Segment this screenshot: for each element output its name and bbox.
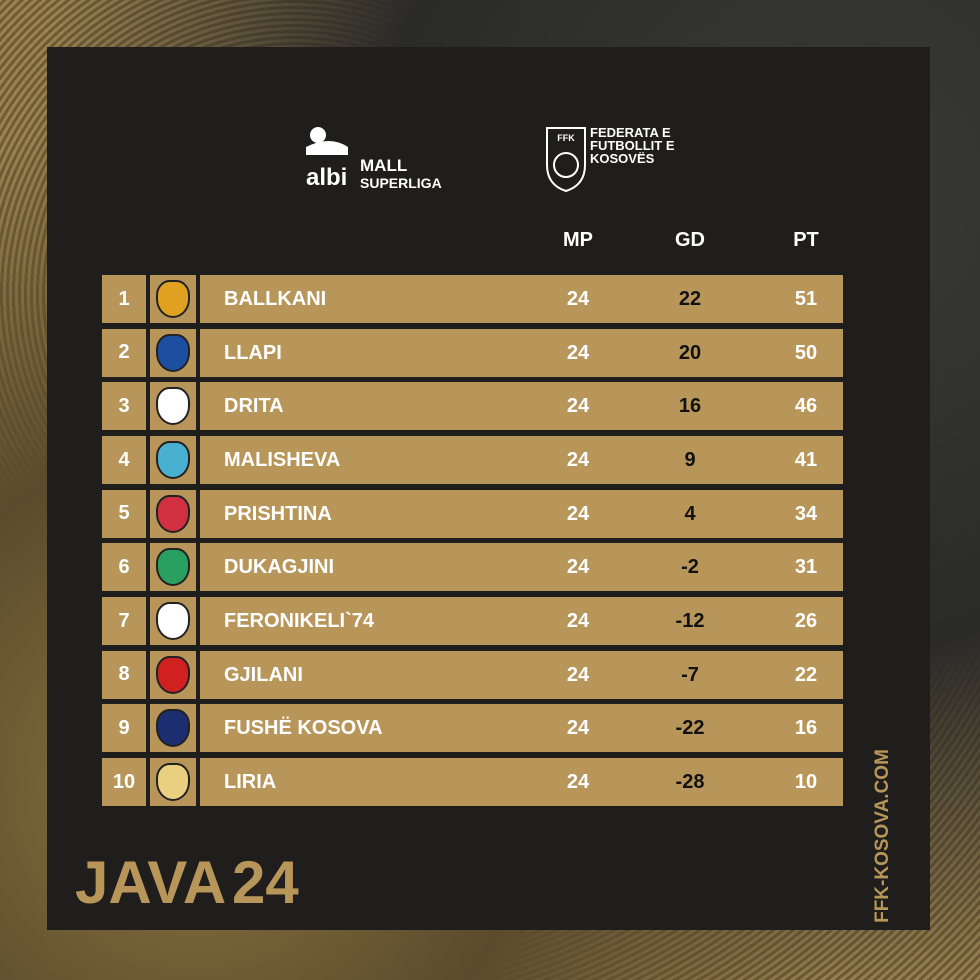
goal-difference: -2 bbox=[681, 556, 699, 579]
team-name: LIRIA bbox=[224, 771, 277, 794]
points: 41 bbox=[794, 449, 818, 471]
team-crest-cell bbox=[150, 436, 196, 484]
team-crest bbox=[156, 548, 190, 587]
row-bar bbox=[200, 275, 843, 323]
points: 22 bbox=[794, 663, 818, 686]
goal-difference: 4 bbox=[684, 502, 696, 525]
matches-played: 24 bbox=[566, 771, 590, 794]
federation-crest: FFK bbox=[546, 127, 586, 193]
team-crest-cell bbox=[150, 597, 196, 646]
team-crest bbox=[156, 602, 190, 641]
goal-difference: -28 bbox=[675, 771, 705, 794]
team-crest-cell bbox=[150, 328, 196, 377]
goal-difference: -22 bbox=[675, 717, 705, 740]
team-name: PRISHTINA bbox=[224, 502, 332, 525]
league-line1: MALL bbox=[360, 156, 408, 175]
team-name: BALLKANI bbox=[224, 288, 327, 310]
rank: 6 bbox=[102, 543, 146, 592]
rank: 2 bbox=[102, 328, 146, 377]
rank: 3 bbox=[102, 382, 146, 431]
row-bar bbox=[200, 328, 843, 377]
rank: 1 bbox=[102, 275, 146, 323]
team-crest-cell bbox=[150, 275, 196, 323]
week-number: 24 bbox=[232, 849, 299, 916]
team-crest-cell bbox=[150, 489, 196, 538]
team-crest-cell bbox=[150, 650, 196, 699]
team-crest bbox=[156, 709, 190, 748]
row-bar bbox=[200, 382, 843, 431]
rank: 9 bbox=[102, 704, 146, 753]
goal-difference: -7 bbox=[681, 663, 699, 686]
team-crest-cell bbox=[150, 704, 196, 753]
points: 51 bbox=[794, 288, 818, 310]
column-header: MP bbox=[563, 229, 593, 251]
website: FFK-KOSOVA.COM bbox=[872, 749, 893, 923]
column-header: PT bbox=[793, 229, 819, 251]
matches-played: 24 bbox=[566, 663, 590, 686]
goal-difference: 9 bbox=[684, 449, 696, 471]
points: 16 bbox=[794, 717, 818, 740]
team-crest bbox=[156, 655, 190, 694]
league-line2: SUPERLIGA bbox=[360, 175, 442, 191]
rank: 5 bbox=[102, 489, 146, 538]
team-name: LLAPI bbox=[224, 341, 282, 364]
federation-abbr: FFK bbox=[557, 133, 575, 143]
row-bar bbox=[200, 489, 843, 538]
matches-played: 24 bbox=[566, 395, 590, 418]
matches-played: 24 bbox=[566, 288, 590, 310]
matches-played: 24 bbox=[566, 502, 590, 525]
row-bar bbox=[200, 436, 843, 484]
team-name: MALISHEVA bbox=[224, 449, 341, 471]
row-bar bbox=[200, 543, 843, 592]
team-name: FUSHË KOSOVA bbox=[224, 717, 383, 740]
matches-played: 24 bbox=[566, 556, 590, 579]
rank: 7 bbox=[102, 597, 146, 646]
points: 26 bbox=[794, 610, 818, 633]
row-bar bbox=[200, 650, 843, 699]
goal-difference: 22 bbox=[678, 288, 702, 310]
matches-played: 24 bbox=[566, 449, 590, 471]
column-header: GD bbox=[675, 229, 705, 251]
team-name: DUKAGJINI bbox=[224, 556, 335, 579]
team-name: GJILANI bbox=[224, 663, 303, 686]
goal-difference: 16 bbox=[678, 395, 702, 418]
league-brand: albi bbox=[306, 164, 347, 191]
week-label: JAVA bbox=[75, 849, 227, 916]
team-crest bbox=[156, 763, 190, 802]
goal-difference: -12 bbox=[675, 610, 705, 633]
team-crest bbox=[156, 494, 190, 533]
row-bar bbox=[200, 597, 843, 646]
team-name: DRITA bbox=[224, 395, 284, 418]
points: 50 bbox=[794, 341, 818, 364]
league-logo: albi bbox=[306, 127, 348, 191]
row-bar bbox=[200, 758, 843, 807]
federation-line3: KOSOVËS bbox=[590, 151, 655, 166]
team-crest bbox=[156, 387, 190, 426]
team-name: FERONIKELI`74 bbox=[224, 610, 375, 633]
matches-played: 24 bbox=[566, 341, 590, 364]
federation-line2: FUTBOLLIT E bbox=[590, 138, 675, 153]
points: 34 bbox=[794, 502, 818, 525]
matches-played: 24 bbox=[566, 717, 590, 740]
team-crest bbox=[156, 441, 190, 479]
team-crest bbox=[156, 333, 190, 372]
team-crest-cell bbox=[150, 543, 196, 592]
federation-line1: FEDERATA E bbox=[590, 125, 671, 140]
rank: 8 bbox=[102, 650, 146, 699]
team-crest-cell bbox=[150, 382, 196, 431]
rank: 10 bbox=[102, 758, 146, 807]
rank: 4 bbox=[102, 436, 146, 484]
goal-difference: 20 bbox=[678, 341, 702, 364]
points: 31 bbox=[794, 556, 818, 579]
row-bar bbox=[200, 704, 843, 753]
team-crest-cell bbox=[150, 758, 196, 807]
points: 46 bbox=[794, 395, 818, 418]
points: 10 bbox=[794, 771, 818, 794]
team-crest bbox=[156, 280, 190, 318]
matches-played: 24 bbox=[566, 610, 590, 633]
